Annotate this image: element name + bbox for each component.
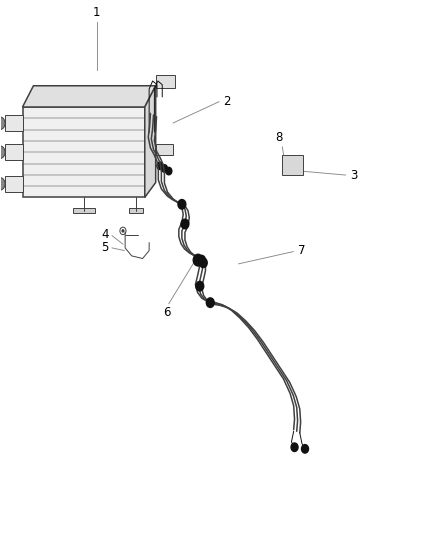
Polygon shape xyxy=(145,86,155,197)
Text: 1: 1 xyxy=(93,6,100,19)
Bar xyxy=(22,107,145,197)
Bar xyxy=(283,155,303,175)
Text: 6: 6 xyxy=(163,306,170,319)
Circle shape xyxy=(166,167,172,175)
Text: 3: 3 xyxy=(350,168,357,182)
Bar xyxy=(5,176,22,192)
Bar xyxy=(73,208,95,213)
Circle shape xyxy=(199,258,207,268)
Circle shape xyxy=(0,177,5,190)
Bar xyxy=(155,144,173,156)
Text: 8: 8 xyxy=(276,131,283,144)
Circle shape xyxy=(181,219,189,229)
Text: 5: 5 xyxy=(102,241,109,254)
Circle shape xyxy=(206,298,214,308)
Text: 4: 4 xyxy=(102,228,109,241)
Circle shape xyxy=(161,165,167,172)
Circle shape xyxy=(291,443,298,451)
Circle shape xyxy=(157,162,163,169)
Circle shape xyxy=(198,255,205,265)
Text: 2: 2 xyxy=(223,95,231,108)
Bar xyxy=(130,208,143,213)
Polygon shape xyxy=(22,86,155,107)
Circle shape xyxy=(0,146,5,159)
Circle shape xyxy=(196,281,204,291)
Bar xyxy=(155,75,175,88)
Bar xyxy=(5,115,22,131)
Bar xyxy=(5,144,22,160)
Circle shape xyxy=(301,445,308,453)
Text: 7: 7 xyxy=(297,244,305,257)
Circle shape xyxy=(193,254,203,266)
Circle shape xyxy=(178,199,186,209)
Circle shape xyxy=(0,117,5,130)
Circle shape xyxy=(122,230,124,232)
